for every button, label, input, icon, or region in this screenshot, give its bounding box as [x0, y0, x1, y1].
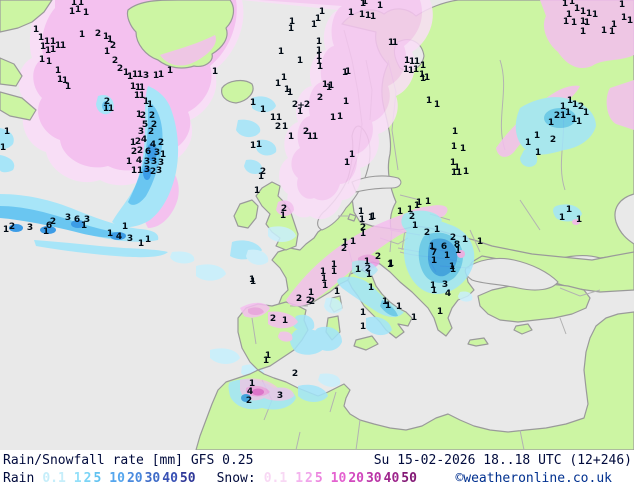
snow-scale-label: Snow:: [216, 471, 256, 486]
snow-scale-value: 50: [401, 471, 417, 486]
europe-weather-map: [0, 0, 634, 450]
legend-scale-row: Rain 0.1 1 2 5 10 20 30 40 50 Snow: 0.1 1 2 5 10 20 30…: [0, 471, 634, 486]
land-crete: [467, 337, 489, 347]
snow-scale-value: 5: [314, 471, 323, 486]
rain-scale-value: 2: [83, 471, 92, 486]
land-denmark-isles: [347, 213, 357, 222]
copyright-text: ©weatheronline.co.uk: [455, 471, 612, 486]
rain-scale-value: 0.1: [42, 471, 66, 486]
land-canada-2: [0, 57, 23, 87]
snow-scale-value: 0.1: [263, 471, 288, 486]
rain-scale-value: 5: [93, 471, 102, 486]
land-canada: [0, 0, 53, 33]
rain-scale-value: 30: [144, 471, 161, 486]
map-datetime: Su 15-02-2026 18..18 UTC (12+246): [373, 453, 632, 468]
rain-scale-value: 20: [126, 471, 143, 486]
snow-scale-value: 30: [365, 471, 382, 486]
rain-scale-values: 0.1 1 2 5 10 20 30 40 50: [42, 471, 203, 486]
rain-scale-value: 1: [73, 471, 82, 486]
black-sea: [464, 257, 559, 291]
map-title: Rain/Snowfall rate [mm] GFS 0.25: [3, 453, 254, 468]
snow-scale-value: 40: [383, 471, 400, 486]
land-canada-3: [0, 91, 37, 121]
snow-scale-value: 2: [305, 471, 313, 486]
land-sicily: [353, 335, 379, 351]
snow-scale-values: 0.1 1 2 5 10 20 30 40 50: [264, 471, 425, 486]
land-cyprus: [513, 323, 533, 335]
land-africa: [195, 311, 634, 450]
legend-title-row: Rain/Snowfall rate [mm] GFS 0.25 Su 15-0…: [0, 453, 634, 468]
legend-bar: Rain/Snowfall rate [mm] GFS 0.25 Su 15-0…: [0, 450, 634, 490]
snow-scale-value: 10: [330, 471, 347, 486]
rain-scale-value: 10: [109, 471, 125, 486]
land-ireland: [233, 199, 259, 229]
snow-scale-value: 20: [348, 471, 364, 486]
rain-scale-value: 40: [162, 471, 178, 486]
rain-scale-label: Rain: [3, 471, 35, 486]
land-iceland: [221, 79, 254, 104]
gulf-of-finland: [351, 175, 402, 193]
rain-scale-value: 50: [179, 471, 196, 486]
snow-scale-value: 1: [295, 471, 304, 486]
